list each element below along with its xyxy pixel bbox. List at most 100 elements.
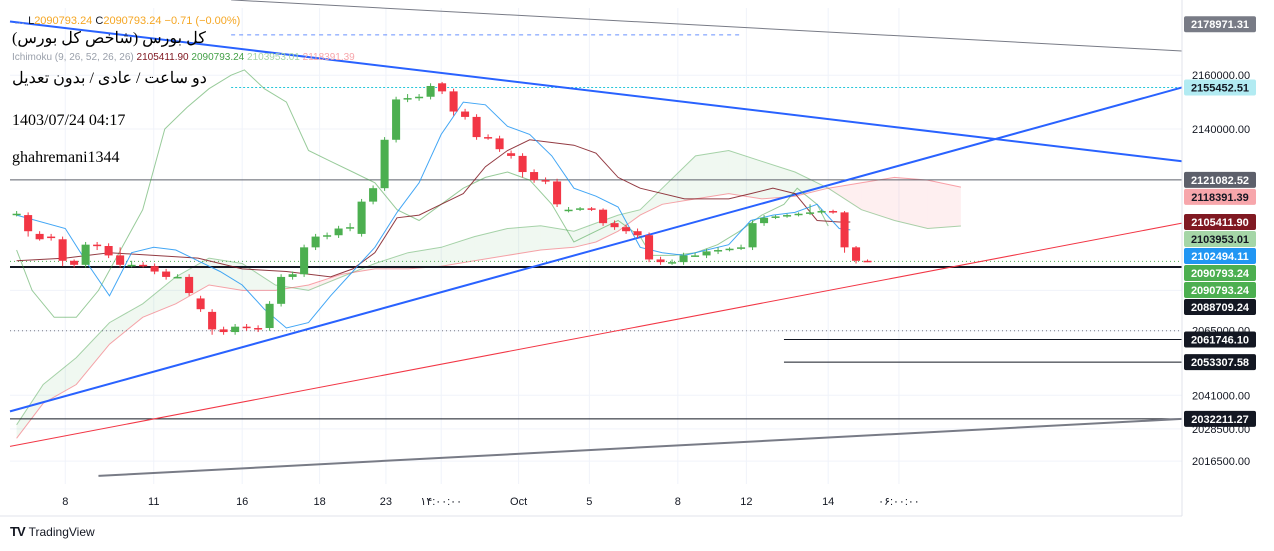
tenkan-sen-line bbox=[16, 101, 851, 329]
candle bbox=[737, 244, 746, 251]
price-label-bg bbox=[1184, 188, 1256, 205]
cloud-segment bbox=[441, 236, 475, 267]
candle bbox=[679, 252, 688, 265]
price-label-bg bbox=[1184, 79, 1256, 96]
cloud-segment bbox=[540, 225, 574, 250]
candle-body bbox=[748, 223, 757, 248]
ohlc-legend: … L2090793.24 C2090793.24 −0.71 (−0.00%) bbox=[14, 15, 241, 27]
candle bbox=[702, 248, 711, 259]
candle-body bbox=[771, 216, 780, 218]
kijun-sen-line bbox=[16, 139, 851, 278]
price-label-bg bbox=[1184, 265, 1256, 282]
price-label-text: 2103953.01 bbox=[1191, 234, 1249, 246]
trend-line-grey-bottom bbox=[98, 417, 1183, 477]
candle bbox=[346, 223, 355, 232]
price-label-bg bbox=[1184, 248, 1256, 265]
ichimoku-span-a-value: 2103953.01 bbox=[247, 52, 300, 63]
candle bbox=[24, 212, 33, 237]
candle bbox=[771, 215, 780, 220]
tradingview-watermark: TV TradingView bbox=[10, 524, 95, 539]
time-tick-label: 8 bbox=[62, 496, 68, 508]
cloud-segment bbox=[308, 274, 342, 291]
candle-body bbox=[81, 244, 90, 265]
candle-body bbox=[817, 211, 826, 213]
candle-body bbox=[70, 260, 79, 265]
candle bbox=[829, 209, 838, 214]
candle bbox=[438, 81, 447, 95]
horizontal-lines bbox=[10, 34, 1182, 420]
candle-body bbox=[438, 83, 447, 92]
candle bbox=[12, 211, 21, 217]
candle-body bbox=[863, 260, 872, 263]
candle-body bbox=[794, 213, 803, 216]
time-tick-label: 11 bbox=[148, 496, 159, 508]
author-text: ghahremani1344 bbox=[12, 149, 120, 166]
cloud-segment bbox=[927, 180, 961, 229]
candle-body bbox=[633, 231, 642, 236]
price-label: 2053307.58 bbox=[1184, 354, 1256, 371]
candle bbox=[852, 246, 861, 264]
cloud-segment bbox=[695, 150, 729, 199]
candles bbox=[12, 81, 872, 335]
candle bbox=[806, 204, 815, 216]
price-label: 2088709.24 bbox=[1184, 299, 1256, 316]
candle bbox=[633, 228, 642, 238]
candle bbox=[645, 232, 654, 263]
low-prefix: L bbox=[28, 15, 35, 27]
price-label-text: 2090793.24 bbox=[1191, 268, 1250, 280]
candle bbox=[760, 215, 769, 226]
trend-lines bbox=[9, 0, 1183, 477]
candle bbox=[518, 153, 527, 178]
candle-body bbox=[139, 264, 148, 267]
candle-body bbox=[196, 298, 205, 310]
candle-body bbox=[702, 251, 711, 256]
price-label-text: 2118391.39 bbox=[1191, 192, 1249, 204]
change-value: −0.71 (−0.00%) bbox=[164, 15, 241, 27]
price-labels: 2178971.31 2155452.51 2121082.52 2118391.39… bbox=[1184, 16, 1256, 427]
candle bbox=[426, 83, 435, 100]
price-label: 2103953.01 bbox=[1184, 231, 1256, 248]
candle bbox=[47, 233, 56, 241]
low-value: 2090793.24 bbox=[34, 15, 93, 27]
candle bbox=[357, 198, 366, 237]
candle bbox=[817, 209, 826, 214]
cloud-segment bbox=[507, 225, 541, 256]
time-tick-label: ۱۴:۰۰:۰۰ bbox=[420, 496, 462, 508]
price-tick-label: 2041000.00 bbox=[1192, 390, 1250, 402]
candle bbox=[58, 236, 67, 267]
cloud-segment bbox=[43, 357, 77, 404]
time-tick-label: 16 bbox=[236, 496, 248, 508]
candle-body bbox=[380, 139, 389, 189]
candle-body bbox=[127, 264, 136, 267]
close-prefix: C bbox=[95, 15, 104, 27]
candle bbox=[208, 309, 217, 335]
candle bbox=[127, 260, 136, 268]
candle bbox=[553, 178, 562, 208]
price-label-text: 2053307.58 bbox=[1191, 357, 1249, 369]
time-tick-label: Oct bbox=[510, 496, 527, 508]
ichimoku-legend: Ichimoku (9, 26, 52, 26, 26) 2105411.90 … bbox=[12, 52, 355, 63]
cloud-segment bbox=[142, 276, 176, 318]
cloud-segment bbox=[861, 177, 895, 221]
price-label-bg bbox=[1184, 410, 1256, 427]
ichimoku-kijun-value: 2105411.90 bbox=[136, 52, 189, 63]
candle-body bbox=[449, 91, 458, 112]
cloud-segment bbox=[109, 303, 143, 345]
senkou-span-a-line bbox=[16, 149, 961, 426]
candle bbox=[530, 169, 539, 183]
senkou-span-b-line bbox=[16, 176, 962, 439]
candle-body bbox=[622, 227, 631, 232]
price-label-text: 2090793.24 bbox=[1191, 285, 1250, 297]
candle-body bbox=[93, 244, 102, 247]
cloud-segment bbox=[828, 182, 862, 210]
timeframe-text: دو ساعت / عادی / بدون تعدیل bbox=[12, 70, 207, 87]
candle-body bbox=[426, 85, 435, 97]
candle bbox=[254, 325, 263, 333]
candle bbox=[116, 247, 125, 268]
candle-body bbox=[334, 228, 343, 236]
candle bbox=[576, 207, 585, 212]
ichimoku-lagging-value: 2090793.24 bbox=[191, 52, 245, 63]
candle bbox=[541, 177, 550, 185]
candle bbox=[219, 326, 228, 335]
